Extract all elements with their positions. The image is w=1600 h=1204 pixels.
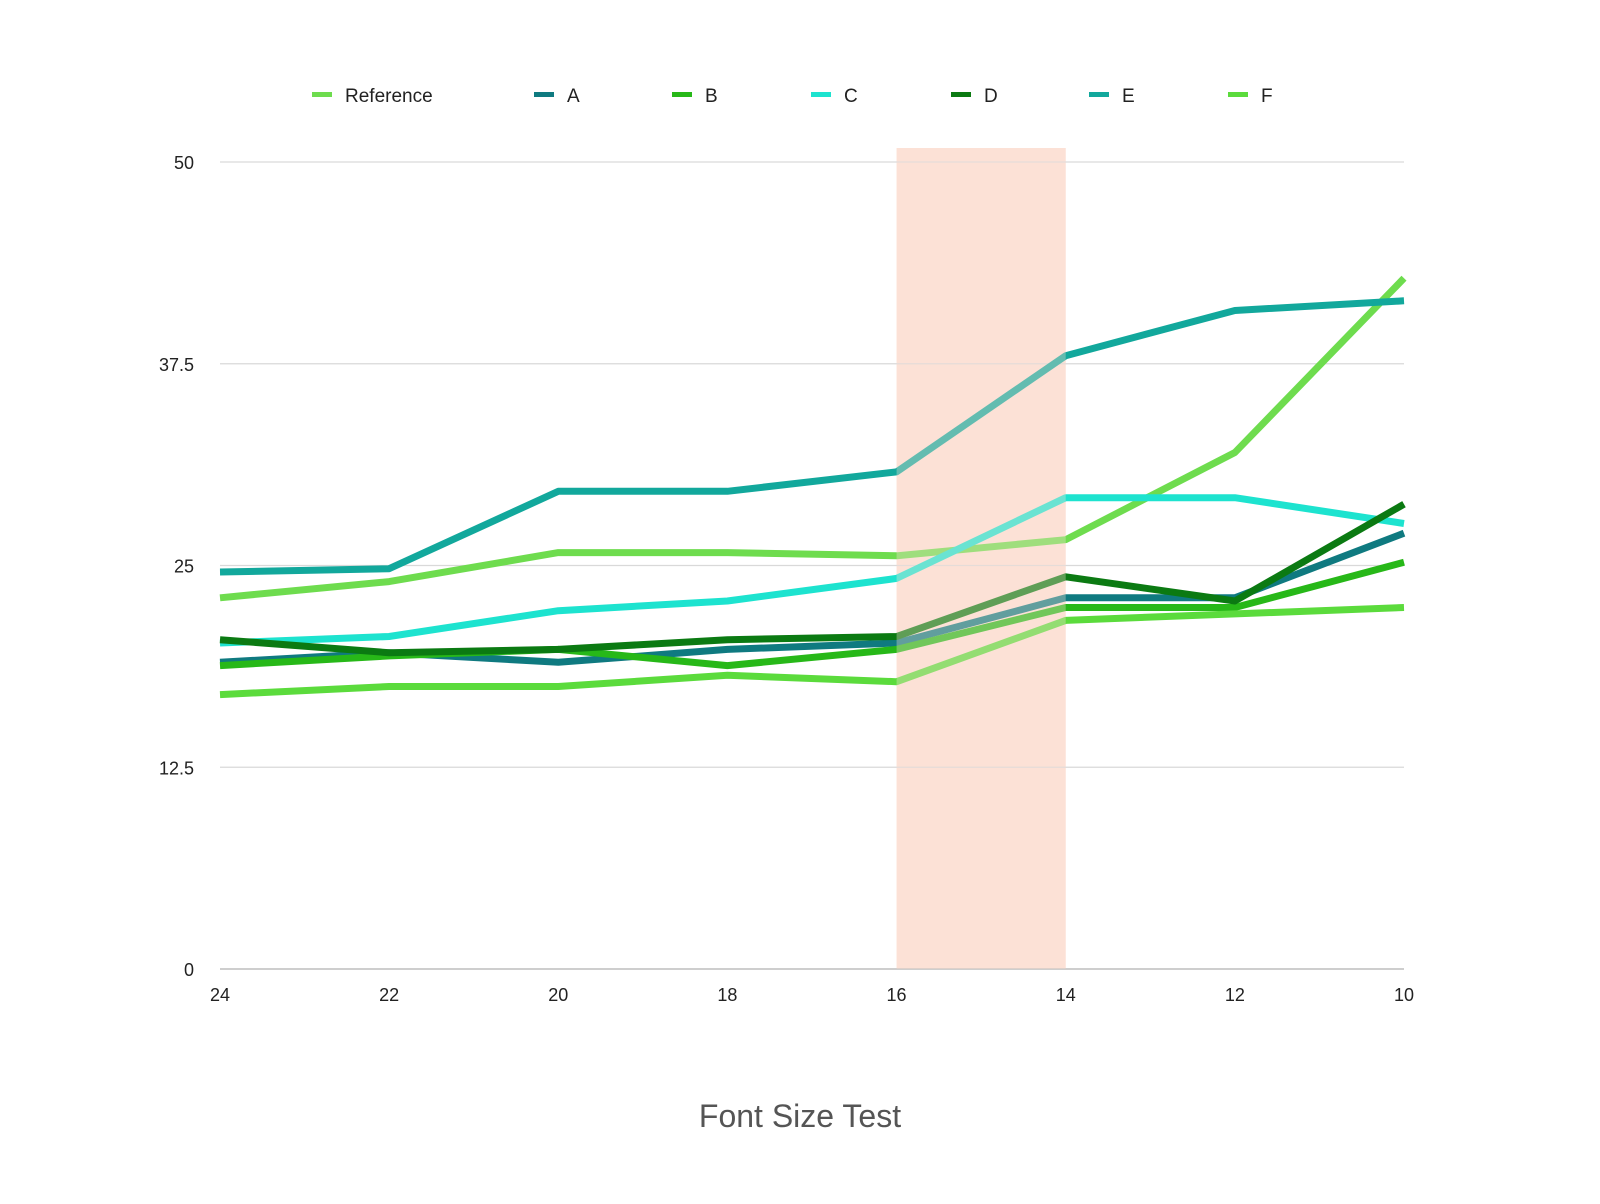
x-tick-label: 10 — [1394, 985, 1414, 1005]
x-tick-label: 14 — [1056, 985, 1076, 1005]
x-tick-label: 22 — [379, 985, 399, 1005]
legend-label: B — [705, 86, 718, 107]
x-tick-label: 18 — [717, 985, 737, 1005]
legend-swatch — [1228, 92, 1248, 97]
y-axis-ticks: 0 12.5 25 37.5 50 — [159, 153, 194, 980]
legend-label: Reference — [345, 86, 433, 107]
series-line-reference — [219, 275, 1407, 602]
x-tick-label: 24 — [210, 985, 230, 1005]
legend-label: E — [1122, 86, 1135, 107]
x-tick-label: 12 — [1225, 985, 1245, 1005]
legend-swatch — [672, 92, 692, 97]
legend-label: A — [567, 86, 580, 107]
legend-label: F — [1261, 86, 1273, 107]
chart-title: Font Size Test — [698, 1098, 902, 1134]
x-tick-label: 16 — [887, 985, 907, 1005]
legend-swatch — [811, 92, 831, 97]
highlight-band — [896, 148, 1066, 969]
y-tick-label: 37.5 — [159, 355, 194, 375]
y-tick-label: 25 — [174, 557, 194, 577]
y-tick-label: 12.5 — [159, 758, 194, 778]
x-axis-ticks: 24 22 20 18 16 14 12 10 — [210, 985, 1414, 1005]
legend: Reference A B C D E F — [312, 86, 1273, 107]
series-line-e — [219, 297, 1405, 576]
highlight-band-overlay — [896, 148, 1066, 969]
y-tick-label: 50 — [174, 153, 194, 173]
x-tick-label: 20 — [548, 985, 568, 1005]
series-line-d — [219, 501, 1406, 657]
legend-swatch — [312, 92, 332, 97]
legend-label: D — [984, 86, 998, 107]
legend-swatch — [1089, 92, 1109, 97]
gridlines — [220, 161, 1404, 970]
series-line-c — [219, 494, 1405, 647]
legend-label: C — [844, 86, 858, 107]
legend-swatch — [951, 92, 971, 97]
legend-swatch — [534, 92, 554, 97]
y-tick-label: 0 — [184, 960, 194, 980]
series-line-f — [219, 604, 1405, 699]
series-lines — [219, 275, 1407, 699]
